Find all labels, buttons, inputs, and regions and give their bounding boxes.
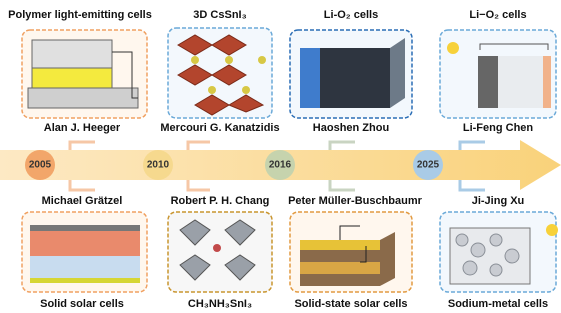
panel-title: Sodium-metal cells	[448, 298, 548, 310]
person-name: Robert P. H. Chang	[171, 195, 270, 207]
panel-title: Li-O₂ cells	[324, 9, 378, 21]
timeline-figure: 2005 2010 2016 2025 Polymer light-emitti…	[0, 0, 561, 313]
panel-title: Solid-state solar cells	[294, 298, 407, 310]
panel-title: Polymer light-emitting cells	[8, 9, 152, 21]
top-panels	[22, 28, 556, 118]
person-name: Li-Feng Chen	[463, 122, 534, 134]
person-name: Ji-Jing Xu	[472, 195, 525, 207]
year: 2010	[147, 160, 170, 171]
panel-title: Solid solar cells	[40, 298, 124, 310]
person-name: Michael Grätzel	[42, 195, 123, 207]
year: 2025	[417, 160, 440, 171]
bottom-panels	[22, 212, 558, 292]
person-name: Alan J. Heeger	[44, 122, 121, 134]
year: 2016	[269, 160, 292, 171]
person-name: Peter Müller-Buschbaumr	[288, 195, 423, 207]
person-name: Haoshen Zhou	[313, 122, 389, 134]
panel-title: 3D CsSnI₃	[193, 9, 246, 21]
person-name: Mercouri G. Kanatzidis	[160, 122, 279, 134]
panel-title: CH₃NH₃SnI₃	[188, 298, 252, 310]
year: 2005	[29, 160, 52, 171]
panel-title: Li−O₂ cells	[469, 9, 526, 21]
